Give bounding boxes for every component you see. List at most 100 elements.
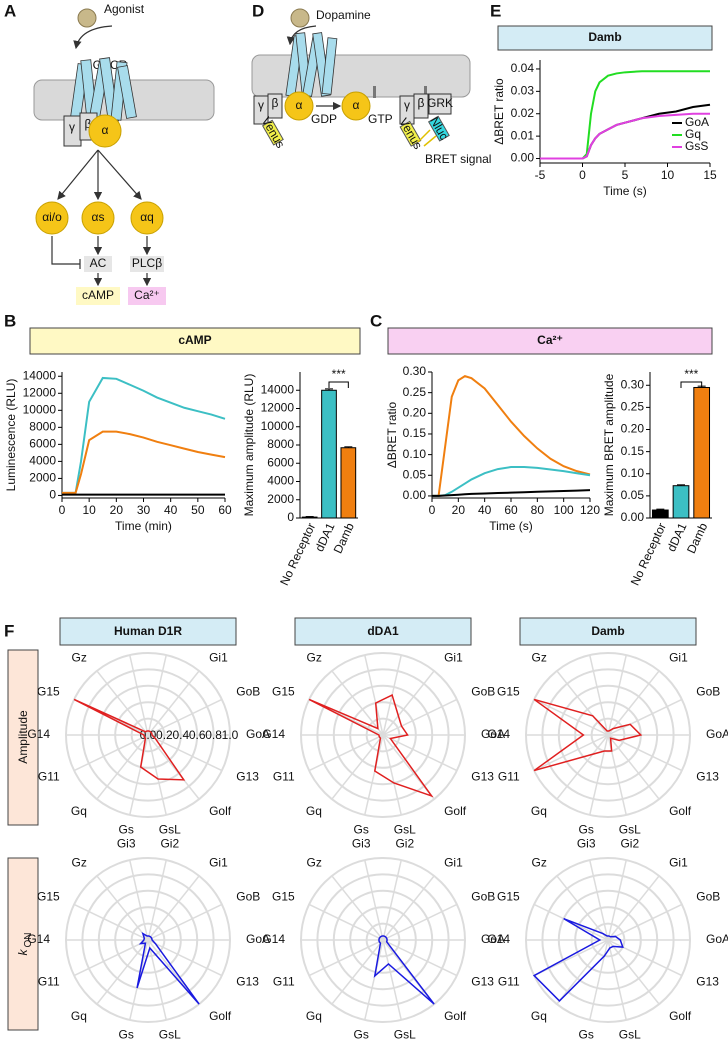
- significance-bracket: [680, 381, 703, 388]
- spoke: [147, 875, 200, 941]
- bar: [301, 516, 318, 519]
- axis-label: Golf: [669, 1009, 692, 1023]
- axis-label: Gz: [307, 856, 322, 870]
- bar: [693, 386, 711, 519]
- r-tick-label: 0.8: [205, 728, 222, 742]
- alpha-label: α: [102, 123, 109, 137]
- spoke: [73, 939, 149, 977]
- alpha-label: α: [296, 98, 303, 112]
- x-tick-label: 0: [429, 503, 436, 517]
- axis-label: G13: [696, 770, 719, 784]
- arrow: [286, 25, 317, 46]
- y-tick-label: 0.25: [403, 385, 427, 399]
- beta-subunit: [413, 93, 429, 119]
- chart-title: Human D1R: [114, 624, 182, 638]
- x-axis-label: Time (min): [115, 519, 172, 533]
- spoke: [382, 734, 402, 816]
- spoke: [331, 875, 384, 941]
- title-banner: [294, 617, 472, 646]
- axis-label: GsL: [394, 1028, 416, 1042]
- y-tick-label: 2000: [29, 471, 56, 485]
- y-axis-label: Maximum BRET amplitude: [602, 373, 616, 516]
- r-tick-label: 0.6: [189, 728, 206, 742]
- axis-label: G13: [236, 770, 259, 784]
- arrow: [57, 149, 99, 200]
- grk: [428, 93, 452, 115]
- spoke: [147, 939, 223, 977]
- y-tick-label: 4000: [29, 454, 56, 468]
- x-tick-label: 10: [661, 168, 675, 182]
- spoke: [607, 859, 627, 941]
- gtp-label: GTP: [368, 112, 393, 126]
- radar-line: [373, 935, 435, 1005]
- spoke: [589, 859, 609, 941]
- series-line: [62, 376, 226, 494]
- axis-label: GoA: [246, 932, 270, 946]
- axis-label: G15: [272, 685, 295, 699]
- radar-line: [73, 698, 186, 781]
- spoke: [147, 698, 223, 736]
- ligand-label: Agonist: [104, 2, 145, 16]
- axis-label: GoA: [481, 727, 505, 741]
- axis-label: G14: [487, 727, 510, 741]
- axis-label: Gi2: [620, 837, 639, 851]
- axis-label: G15: [272, 890, 295, 904]
- x-axis-label: Time (s): [489, 519, 533, 533]
- axis-label: Gq: [71, 804, 87, 818]
- series-line: [432, 466, 591, 497]
- axis-label: G15: [497, 890, 520, 904]
- x-tick-label: 40: [164, 503, 178, 517]
- axis-label: G14: [487, 932, 510, 946]
- x-tick-label: 0: [579, 168, 586, 182]
- venus-tag: [399, 120, 422, 147]
- axis-label: Gq: [71, 1009, 87, 1023]
- x-tick-label: 30: [137, 503, 151, 517]
- y-tick-label: 0.15: [621, 444, 645, 458]
- panel-letter: D: [252, 1, 264, 20]
- anchor: [373, 86, 376, 98]
- y-tick-label: 6000: [29, 437, 56, 451]
- row-label-box: [7, 857, 39, 1031]
- kon-subscript: ON: [23, 933, 34, 948]
- y-tick-label: 0.05: [403, 467, 427, 481]
- alpha-subunit: [88, 114, 122, 148]
- y-tick-label: 2000: [267, 492, 294, 506]
- y-tick-label: 0.20: [403, 405, 427, 419]
- y-tick-label: 10000: [23, 402, 57, 416]
- axis-label: Gq: [531, 804, 547, 818]
- axis-label: GsL: [159, 1028, 181, 1042]
- axis-label: Gs: [354, 1028, 369, 1042]
- series-line: [432, 375, 591, 497]
- nluc-label: Nluc: [427, 115, 451, 143]
- spoke: [364, 654, 384, 736]
- y-tick-label: 0: [287, 510, 294, 524]
- axis-label: G14: [262, 727, 285, 741]
- y-tick-label: 10000: [261, 419, 295, 433]
- alpha-s: [81, 201, 115, 235]
- y-tick-label: 0.00: [621, 510, 645, 524]
- spoke: [147, 670, 200, 736]
- axis-label: GsL: [394, 823, 416, 837]
- axis-label: G14: [262, 932, 285, 946]
- axis-label: Gq: [306, 1009, 322, 1023]
- chart-title: Damb: [588, 30, 621, 44]
- axis-label: Gz: [72, 651, 87, 665]
- axis-label: Gs: [579, 823, 594, 837]
- y-tick-label: 8000: [29, 420, 56, 434]
- radar-line: [533, 698, 643, 772]
- venus-label: Venus: [259, 115, 288, 151]
- spoke: [96, 939, 149, 1005]
- bar: [321, 389, 337, 519]
- series-line: [540, 112, 710, 160]
- axis-label: Gi3: [352, 837, 371, 851]
- plc-label: PLCβ: [132, 256, 162, 270]
- x-tick-label: 80: [531, 503, 545, 517]
- venus-label: Venus: [396, 116, 425, 152]
- spoke: [147, 734, 167, 816]
- axis-label: G11: [498, 770, 520, 784]
- spoke: [382, 875, 435, 941]
- x-tick-label: 50: [191, 503, 205, 517]
- y-tick-label: 0.10: [621, 466, 645, 480]
- x-axis-label: Time (s): [603, 184, 647, 198]
- beta-label: β: [418, 96, 425, 110]
